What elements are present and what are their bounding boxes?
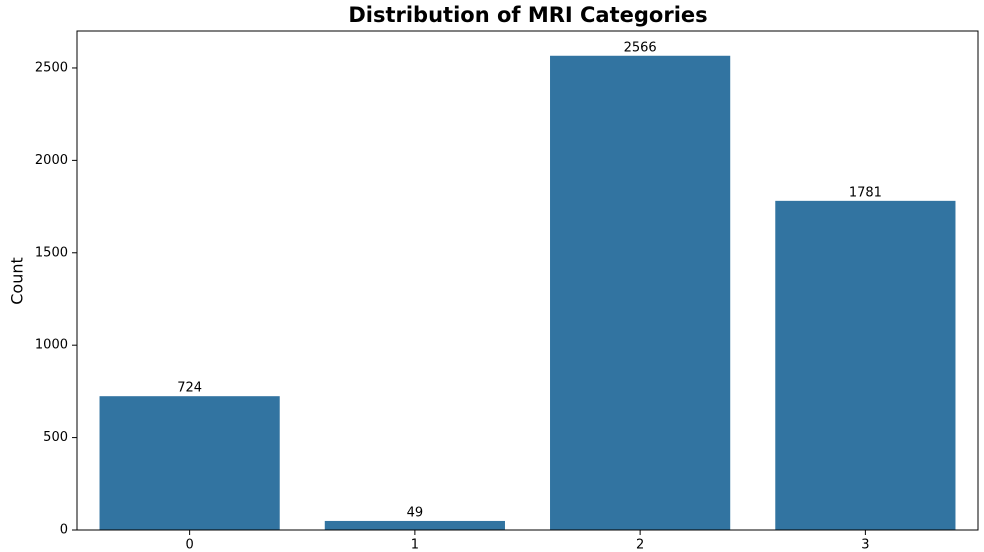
chart-title: Distribution of MRI Categories bbox=[348, 3, 707, 27]
x-tick-label: 0 bbox=[185, 538, 193, 552]
plot-frame bbox=[76, 30, 979, 531]
y-tick-label: 1000 bbox=[35, 338, 68, 353]
y-tick-label: 500 bbox=[43, 430, 68, 445]
bar bbox=[99, 396, 280, 530]
x-tick-label: 1 bbox=[411, 538, 419, 552]
value-label: 2566 bbox=[624, 40, 657, 55]
y-tick-label: 2500 bbox=[35, 60, 68, 75]
value-label: 1781 bbox=[849, 185, 882, 200]
y-tick-label: 1500 bbox=[35, 245, 68, 260]
bar bbox=[550, 55, 731, 530]
bar bbox=[775, 200, 956, 530]
bar bbox=[324, 520, 505, 530]
value-label: 49 bbox=[407, 505, 424, 520]
y-axis-label: Count bbox=[8, 257, 27, 305]
x-tick-label: 2 bbox=[636, 538, 644, 552]
x-tick-label: 3 bbox=[861, 538, 869, 552]
y-tick-label: 2000 bbox=[35, 153, 68, 168]
y-tick-label: 0 bbox=[60, 523, 68, 538]
value-label: 724 bbox=[177, 381, 202, 396]
